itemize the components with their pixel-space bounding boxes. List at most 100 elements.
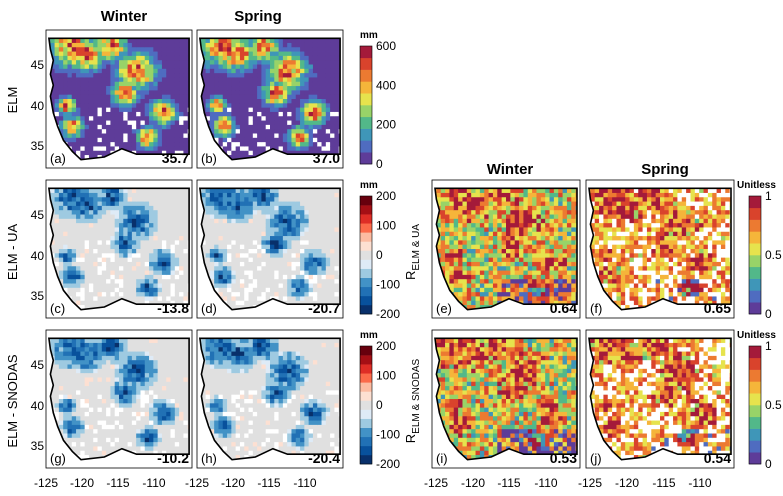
colorbar-segment [749, 207, 761, 220]
x-tick: -115 [497, 476, 520, 490]
panel-frame [196, 329, 344, 469]
coastline [588, 337, 732, 461]
colorbar-segment [749, 196, 761, 209]
colorbar-tick: 0.5 [765, 398, 782, 412]
colorbar-segment [360, 445, 372, 456]
x-tick: -120 [615, 476, 639, 490]
map-panel: (e) 0.64 [431, 179, 581, 319]
x-tick: -120 [461, 476, 485, 490]
colorbar-tick: 400 [376, 78, 396, 92]
colorbar-tick: 100 [376, 369, 396, 383]
colorbar-segment [360, 400, 372, 410]
map-panel: (i) 0.53 [431, 329, 581, 469]
colorbar-segment [360, 346, 372, 356]
colorbar-segment [360, 409, 372, 419]
x-tick: -125 [34, 476, 58, 490]
map-panel: (d) -20.7 [196, 179, 344, 319]
colorbars: mm6004002000mm2001000-100-200mm2001000-1… [359, 30, 782, 471]
colorbar-segment [749, 266, 761, 279]
colorbar-tick: 0.5 [765, 248, 782, 262]
panel-mean-value: 0.65 [704, 300, 731, 316]
row-label-elm-snodas: ELM - SNODAS [5, 354, 20, 448]
colorbar-segment [360, 57, 372, 70]
colorbar-segment [360, 418, 372, 428]
panel-label: (j) [590, 451, 602, 466]
panel-frame [196, 179, 344, 319]
colorbar-unit: mm [360, 330, 378, 341]
colorbar-segment [749, 302, 761, 315]
panel-label: (g) [50, 451, 66, 466]
colorbar-segment [749, 243, 761, 256]
panel-mean-value: 0.53 [550, 450, 577, 466]
map-field [589, 338, 731, 460]
map-panel: (c) -13.8 [45, 179, 193, 319]
colorbar-segment [360, 277, 372, 288]
panel-label: (b) [201, 151, 217, 166]
coastline [434, 187, 578, 311]
colorbar-unit: Unitless [737, 330, 776, 341]
colorbar-segment [749, 357, 761, 370]
panel-frame [431, 329, 581, 469]
colorbar-tick: 1 [765, 339, 772, 353]
coastline [47, 187, 190, 311]
colorbar-segment [749, 452, 761, 465]
coastline [198, 337, 341, 461]
colorbar-segment [749, 416, 761, 429]
row-label-r-snodas: RELM & SNODAS [403, 358, 422, 443]
coastline [588, 187, 732, 311]
colorbar-segment [749, 231, 761, 244]
panel-mean-value: -20.4 [308, 450, 340, 466]
colorbar-segment [749, 346, 761, 359]
y-tick: 35 [31, 139, 45, 153]
panel-label: (a) [50, 151, 66, 166]
coastline [434, 337, 578, 461]
colorbar-tick: 200 [376, 339, 396, 353]
panel-mean-value: 37.0 [313, 150, 340, 166]
y-tick: 40 [31, 99, 45, 113]
colorbar-segment [360, 152, 372, 165]
colorbar-segment [360, 81, 372, 94]
y-tick: 45 [31, 58, 45, 72]
map-panel: (f) 0.65 [585, 179, 735, 319]
y-tick: 35 [31, 439, 45, 453]
r-subscript: ELM & SNODAS [411, 358, 422, 433]
colorbar-segment [749, 393, 761, 406]
col-title-spring-right: Spring [641, 161, 689, 178]
colorbar-tick: 0 [765, 307, 772, 321]
colorbar-segment [360, 232, 372, 242]
colorbar-tick: 200 [376, 118, 396, 132]
colorbar-segment [749, 290, 761, 303]
colorbar-segment [360, 46, 372, 59]
colorbar-segment [749, 440, 761, 453]
colorbar-segment [360, 105, 372, 118]
panel-mean-value: -10.2 [157, 450, 189, 466]
colorbar-tick: 600 [376, 39, 396, 53]
x-tick: -125 [424, 476, 448, 490]
map-panel: (b) 37.0 [196, 29, 344, 169]
row-label-r-ua: RELM & UA [403, 224, 422, 280]
colorbar-segment [749, 381, 761, 394]
colorbar-segment [360, 116, 372, 129]
panel-label: (d) [201, 301, 217, 316]
panel-frame [196, 29, 344, 169]
colorbar-segment [360, 355, 372, 365]
y-tick: 40 [31, 249, 45, 263]
y-tick: 35 [31, 289, 45, 303]
y-tick: 45 [31, 208, 45, 222]
colorbar-tick: -200 [376, 307, 400, 321]
colorbar-tick: -100 [376, 428, 400, 442]
colorbar-segment [749, 405, 761, 418]
map-panel: (h) -20.4 [196, 329, 344, 469]
panel-label: (c) [50, 301, 65, 316]
x-tick: -110 [688, 476, 711, 490]
coastline [47, 337, 190, 461]
colorbar-tick: 0 [765, 457, 772, 471]
colorbar-segment [360, 364, 372, 374]
panel-mean-value: 0.64 [550, 300, 577, 316]
colorbar-segment [360, 250, 372, 260]
colorbar-segment [360, 128, 372, 141]
x-tick: -120 [70, 476, 94, 490]
col-title-winter-right: Winter [487, 161, 534, 178]
